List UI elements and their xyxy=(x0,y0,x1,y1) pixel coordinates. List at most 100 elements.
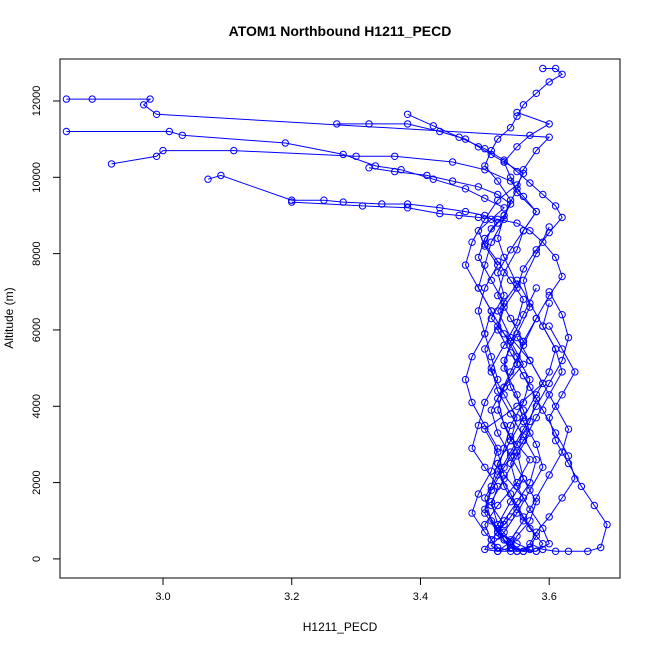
data-point xyxy=(584,547,592,555)
data-point xyxy=(532,246,540,254)
data-point xyxy=(494,547,502,555)
x-tick-label: 3.6 xyxy=(542,591,557,603)
data-point xyxy=(539,64,547,73)
data-point xyxy=(481,528,489,536)
series-line-6 xyxy=(407,113,563,552)
data-point xyxy=(423,171,431,180)
data-point xyxy=(352,152,360,161)
data-point xyxy=(152,110,161,119)
data-point xyxy=(494,532,502,540)
data-point xyxy=(474,213,483,222)
data-point xyxy=(500,356,508,365)
data-point xyxy=(526,131,534,140)
data-point xyxy=(519,166,528,174)
data-point xyxy=(506,436,515,445)
data-point xyxy=(481,330,489,338)
data-point xyxy=(481,261,489,269)
data-point xyxy=(558,391,566,399)
data-point xyxy=(513,391,521,399)
data-point xyxy=(487,276,495,284)
data-point xyxy=(230,146,238,155)
data-point xyxy=(506,314,515,323)
data-point xyxy=(519,398,528,407)
data-point xyxy=(494,190,502,199)
data-point xyxy=(545,391,553,399)
data-point xyxy=(500,383,508,391)
data-point xyxy=(506,536,515,544)
data-point xyxy=(474,307,483,315)
data-point xyxy=(526,486,534,494)
data-point xyxy=(494,520,502,529)
data-point xyxy=(564,425,573,433)
data-point xyxy=(513,353,521,361)
x-axis-label: H1211_PECD xyxy=(303,620,378,634)
data-point xyxy=(365,164,373,172)
data-point xyxy=(288,196,296,204)
data-point xyxy=(506,513,515,521)
data-point xyxy=(500,158,508,166)
data-point xyxy=(500,341,508,349)
data-point xyxy=(500,391,508,399)
data-point xyxy=(551,202,560,210)
data-point xyxy=(468,509,476,517)
data-point xyxy=(494,234,502,243)
data-point xyxy=(461,207,470,216)
data-point xyxy=(500,482,508,491)
data-point xyxy=(506,200,515,208)
data-point xyxy=(281,139,289,147)
data-point xyxy=(397,166,405,174)
y-tick-label: 6000 xyxy=(31,318,43,342)
data-point xyxy=(506,543,515,552)
data-point xyxy=(506,173,515,182)
data-point xyxy=(500,253,508,262)
data-point xyxy=(513,181,521,189)
data-point xyxy=(532,146,540,155)
data-point xyxy=(526,299,534,307)
data-point xyxy=(333,120,341,128)
data-point xyxy=(519,372,528,380)
data-point xyxy=(481,240,489,248)
data-point xyxy=(551,64,560,73)
data-point xyxy=(506,349,515,357)
data-point xyxy=(487,406,495,414)
series-line-4 xyxy=(291,201,608,552)
data-point xyxy=(152,152,161,161)
data-point xyxy=(474,183,483,191)
data-point xyxy=(481,194,489,203)
data-point xyxy=(494,394,502,403)
data-point xyxy=(545,223,553,231)
data-point xyxy=(500,364,508,372)
data-point xyxy=(165,127,174,136)
data-point xyxy=(487,517,495,525)
x-tick-label: 3.4 xyxy=(413,591,428,603)
data-point xyxy=(481,545,489,554)
data-point xyxy=(159,146,167,155)
data-point xyxy=(358,202,367,210)
data-point xyxy=(551,429,560,437)
data-point xyxy=(558,448,566,456)
series-line-8 xyxy=(368,167,557,552)
data-point xyxy=(468,398,476,407)
data-point xyxy=(532,414,540,422)
data-point xyxy=(481,463,489,471)
series-line-7 xyxy=(477,68,570,552)
data-point xyxy=(571,475,579,483)
x-axis: 3.0 3.2 3.4 3.6 xyxy=(155,577,557,603)
data-point xyxy=(494,219,502,227)
data-point xyxy=(506,368,515,376)
data-point xyxy=(494,543,502,552)
data-point xyxy=(474,490,483,498)
data-point xyxy=(539,524,547,533)
data-point xyxy=(448,158,457,166)
data-point xyxy=(455,211,463,220)
data-point xyxy=(526,356,534,365)
data-point xyxy=(564,452,573,460)
data-point xyxy=(519,101,528,109)
data-point xyxy=(532,547,540,555)
data-point xyxy=(474,253,483,262)
data-point xyxy=(339,150,347,159)
data-point xyxy=(526,543,534,552)
data-point xyxy=(506,124,515,132)
data-point xyxy=(487,536,495,544)
